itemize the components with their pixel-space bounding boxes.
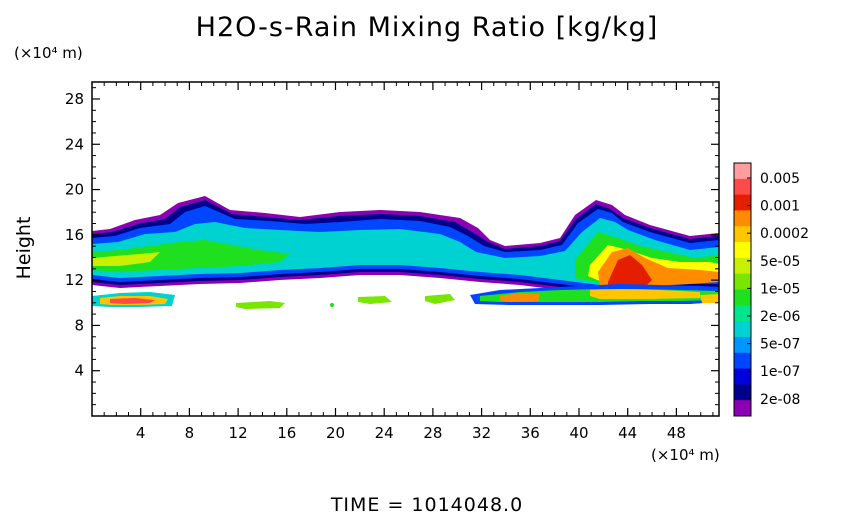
- colorbar-swatch: [734, 178, 751, 196]
- y-ticks: 4 8 12 16 20 24 28: [65, 87, 719, 406]
- colorbar-swatch: [734, 242, 751, 259]
- lower-blob-2: [358, 296, 392, 304]
- colorbar-frame: [733, 162, 752, 417]
- x-tick-label: 40: [569, 424, 588, 442]
- colorbar-label: 0.0002: [760, 226, 809, 242]
- colorbar-label: 1e-05: [760, 281, 800, 297]
- y-tick-label: 4: [74, 362, 84, 380]
- lower-layer-left-hot: [110, 298, 155, 304]
- colorbar-swatch: [734, 305, 751, 322]
- colorbar-label: 2e-08: [760, 392, 800, 408]
- y-tick-label: 8: [74, 316, 84, 334]
- colorbar-swatch: [734, 194, 751, 211]
- colorbar-swatch: [734, 257, 751, 275]
- x-ticks: 4 8 12 16 20 24 28 32 36 40 44 48: [103, 82, 714, 442]
- x-tick-label: 32: [472, 424, 491, 442]
- y-tick-label: 16: [65, 226, 84, 244]
- colorbar-swatch: [734, 336, 751, 354]
- y-tick-label: 12: [65, 271, 84, 289]
- x-tick-label: 28: [423, 424, 442, 442]
- lower-blob-3: [425, 294, 455, 304]
- x-units-label: (×10⁴ m): [651, 446, 720, 464]
- colorbar-swatch: [734, 210, 751, 227]
- colorbar-swatch: [734, 289, 751, 306]
- colorbar-swatch: [734, 163, 751, 180]
- x-tick-label: 36: [521, 424, 540, 442]
- colorbar-label: 5e-07: [760, 337, 800, 353]
- colorbar-label: 5e-05: [760, 254, 800, 270]
- time-label: TIME = 1014048.0: [330, 494, 524, 516]
- y-tick-label: 24: [65, 135, 84, 153]
- chart-title: H2O-s-Rain Mixing Ratio [kg/kg]: [195, 12, 659, 43]
- x-tick-label: 20: [326, 424, 345, 442]
- colorbar-swatch: [734, 321, 751, 338]
- x-tick-label: 8: [185, 424, 195, 442]
- x-tick-label: 24: [375, 424, 394, 442]
- plot-field: [92, 196, 719, 309]
- lower-dot: [330, 303, 334, 307]
- light-blue-layer: [92, 218, 719, 285]
- colorbar-swatch: [734, 352, 751, 370]
- lower-blob-1: [236, 301, 285, 309]
- colorbar-swatch: [734, 400, 751, 417]
- y-units-label: (×10⁴ m): [14, 44, 83, 62]
- colorbar-label: 1e-07: [760, 364, 800, 380]
- colorbar-label: 0.001: [760, 199, 800, 215]
- colorbar-swatch: [734, 226, 751, 243]
- y-tick-label: 20: [65, 181, 84, 199]
- x-tick-label: 12: [229, 424, 248, 442]
- green-layer: [92, 240, 290, 272]
- x-tick-label: 4: [136, 424, 146, 442]
- x-tick-label: 44: [618, 424, 637, 442]
- colorbar-swatch: [734, 384, 751, 401]
- plot-frame: [91, 81, 720, 417]
- colorbar-swatch: [734, 368, 751, 385]
- colorbar-label: 0.005: [760, 171, 800, 187]
- yellow-green-layer: [92, 252, 160, 266]
- x-tick-label: 16: [277, 424, 296, 442]
- lower-layer-right-core-2: [590, 289, 700, 299]
- colorbar-swatch: [734, 273, 751, 290]
- lower-layer-right-core: [500, 293, 540, 302]
- y-tick-label: 28: [65, 90, 84, 108]
- x-tick-label: 48: [667, 424, 686, 442]
- colorbar-label: 2e-06: [760, 309, 800, 325]
- lower-blob-right-end: [700, 294, 719, 303]
- colorbar: 0.005 0.001 0.0002 5e-05 1e-05 2e-06 5e-07 1e-0…: [733, 162, 809, 417]
